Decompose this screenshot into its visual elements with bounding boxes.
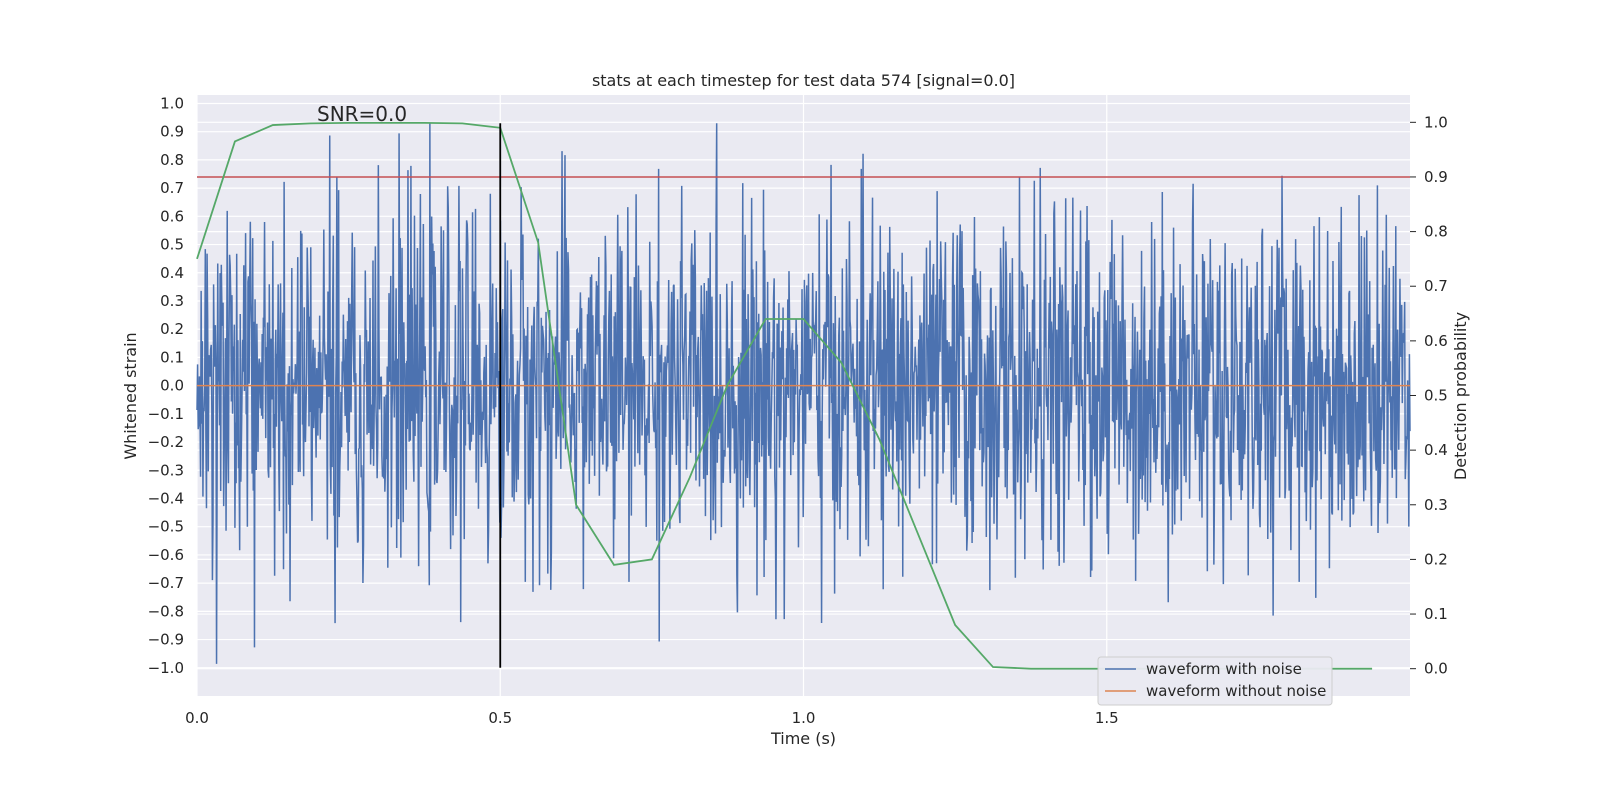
y2-tick-label: 0.8 (1424, 223, 1448, 241)
y-tick-label: −0.6 (148, 546, 184, 564)
legend: waveform with noise waveform without noi… (1097, 656, 1333, 706)
legend-label-noise: waveform with noise (1146, 660, 1302, 678)
x-tick-label: 1.0 (792, 709, 816, 727)
y2-tick-label: 0.3 (1424, 496, 1448, 514)
right-y-axis-ticks: 0.0 0.1 0.2 0.3 0.4 0.5 0.6 0.7 0.8 0.9 1.0 (1410, 113, 1448, 678)
snr-annotation: SNR=0.0 (317, 102, 407, 126)
y2-tick-label: 0.2 (1424, 550, 1448, 568)
y2-tick-label: 0.6 (1424, 332, 1448, 350)
y-tick-label: 1.0 (160, 94, 184, 112)
y-tick-label: 0.0 (160, 377, 184, 395)
y-tick-label: −0.3 (148, 461, 184, 479)
y-tick-label: 0.7 (160, 179, 184, 197)
y2-axis-label: Detection probability (1451, 312, 1470, 480)
left-y-axis-ticks: −1.0 −0.9 −0.8 −0.7 −0.6 −0.5 −0.4 −0.3 −0.2 −0.1… (148, 94, 184, 676)
y2-tick-label: 0.7 (1424, 277, 1448, 295)
y-tick-label: −0.9 (148, 631, 184, 649)
y-tick-label: 0.9 (160, 123, 184, 141)
legend-label-clean: waveform without noise (1146, 682, 1326, 700)
x-axis-ticks: 0.0 0.5 1.0 1.5 (185, 709, 1119, 727)
y-tick-label: −0.1 (148, 405, 184, 423)
y-tick-label: 0.8 (160, 151, 184, 169)
y-axis-label: Whitened strain (121, 332, 140, 459)
x-tick-label: 0.0 (185, 709, 209, 727)
x-axis-label: Time (s) (770, 729, 836, 748)
y2-tick-label: 0.5 (1424, 387, 1448, 405)
y-tick-label: −0.5 (148, 518, 184, 536)
y-tick-label: −0.7 (148, 574, 184, 592)
y-tick-label: 0.1 (160, 348, 184, 366)
y2-tick-label: 1.0 (1424, 113, 1448, 131)
chart-title: stats at each timestep for test data 574… (592, 71, 1015, 90)
x-tick-label: 1.5 (1095, 709, 1119, 727)
y-tick-label: −1.0 (148, 659, 184, 677)
y-tick-label: 0.3 (160, 292, 184, 310)
x-tick-label: 0.5 (488, 709, 512, 727)
y2-tick-label: 0.1 (1424, 605, 1448, 623)
noise-waveform-line (196, 123, 1411, 664)
y-tick-label: −0.8 (148, 602, 184, 620)
y2-tick-label: 0.9 (1424, 168, 1448, 186)
y-tick-label: 0.2 (160, 320, 184, 338)
y2-tick-label: 0.4 (1424, 441, 1448, 459)
y-tick-label: 0.5 (160, 236, 184, 254)
y-tick-label: −0.4 (148, 489, 184, 507)
y-tick-label: 0.4 (160, 264, 184, 282)
y-tick-label: 0.6 (160, 207, 184, 225)
y-tick-label: −0.2 (148, 433, 184, 451)
legend-box (1097, 656, 1333, 706)
noise-waveform-series (196, 123, 1411, 664)
y2-tick-label: 0.0 (1424, 660, 1448, 678)
